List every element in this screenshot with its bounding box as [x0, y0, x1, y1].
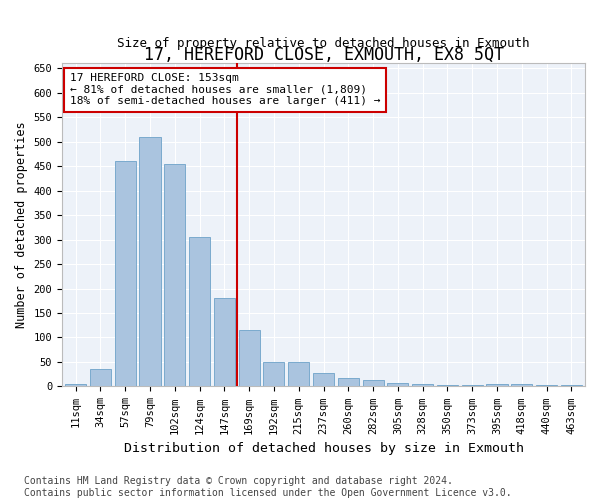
- Bar: [412, 384, 433, 386]
- Bar: [263, 362, 284, 386]
- Bar: [239, 330, 260, 386]
- Bar: [65, 384, 86, 386]
- Bar: [313, 372, 334, 386]
- Bar: [288, 362, 309, 386]
- Text: 17 HEREFORD CLOSE: 153sqm
← 81% of detached houses are smaller (1,809)
18% of se: 17 HEREFORD CLOSE: 153sqm ← 81% of detac…: [70, 73, 380, 106]
- Bar: [164, 164, 185, 386]
- Bar: [511, 384, 532, 386]
- Text: Contains HM Land Registry data © Crown copyright and database right 2024.
Contai: Contains HM Land Registry data © Crown c…: [24, 476, 512, 498]
- Bar: [388, 382, 409, 386]
- Bar: [214, 298, 235, 386]
- X-axis label: Distribution of detached houses by size in Exmouth: Distribution of detached houses by size …: [124, 442, 524, 455]
- Bar: [115, 162, 136, 386]
- Bar: [487, 384, 508, 386]
- Text: Size of property relative to detached houses in Exmouth: Size of property relative to detached ho…: [117, 38, 530, 51]
- Bar: [90, 370, 111, 386]
- Title: 17, HEREFORD CLOSE, EXMOUTH, EX8 5QT: 17, HEREFORD CLOSE, EXMOUTH, EX8 5QT: [143, 46, 503, 64]
- Bar: [362, 380, 383, 386]
- Y-axis label: Number of detached properties: Number of detached properties: [15, 122, 28, 328]
- Bar: [536, 385, 557, 386]
- Bar: [139, 137, 161, 386]
- Bar: [437, 385, 458, 386]
- Bar: [189, 237, 210, 386]
- Bar: [338, 378, 359, 386]
